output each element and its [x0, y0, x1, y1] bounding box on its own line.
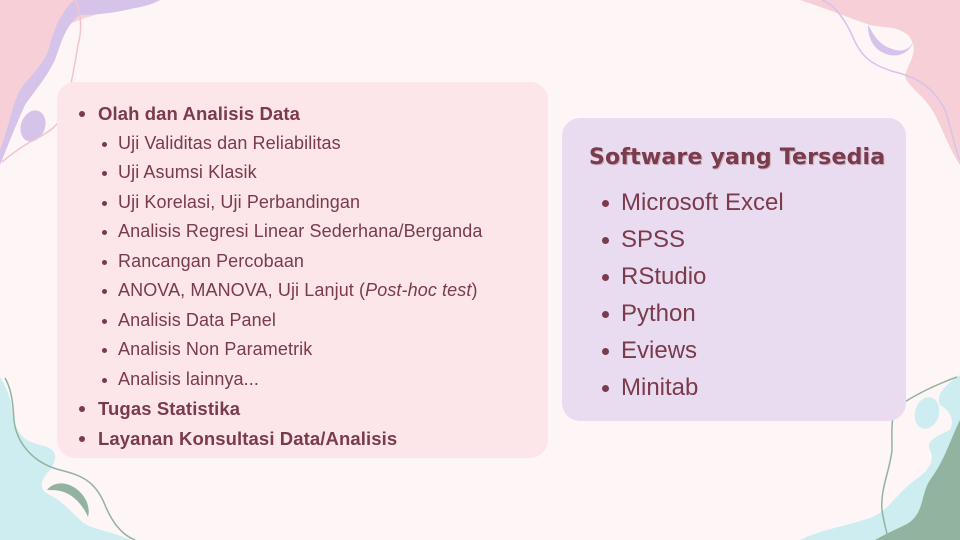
sub-item: Analisis lainnya... — [102, 365, 482, 395]
software-item: Microsoft Excel — [602, 184, 784, 221]
sub-item: Uji Asumsi Klasik — [102, 158, 482, 188]
software-item: RStudio — [602, 258, 784, 295]
sub-item: Uji Validitas dan Reliabilitas — [102, 129, 482, 159]
service-label: Olah dan Analisis Data — [98, 103, 300, 124]
analysis-sublist: Uji Validitas dan Reliabilitas Uji Asums… — [102, 129, 482, 395]
sub-item-text: ANOVA, MANOVA, Uji Lanjut ( — [118, 280, 366, 300]
software-title: Software yang Tersedia — [589, 145, 886, 170]
software-item: SPSS — [602, 221, 784, 258]
sub-item: Uji Korelasi, Uji Perbandingan — [102, 188, 482, 218]
service-item-layanan-konsultasi: Layanan Konsultasi Data/Analisis — [79, 424, 482, 454]
software-panel: Software yang Tersedia Microsoft Excel S… — [562, 118, 906, 421]
sub-item: Analisis Regresi Linear Sederhana/Bergan… — [102, 217, 482, 247]
software-item: Minitab — [602, 369, 784, 406]
services-panel: Olah dan Analisis Data Uji Validitas dan… — [57, 82, 548, 458]
services-list: Olah dan Analisis Data Uji Validitas dan… — [79, 99, 482, 453]
sub-item: Rancangan Percobaan — [102, 247, 482, 277]
software-item: Python — [602, 295, 784, 332]
software-item: Eviews — [602, 332, 784, 369]
software-list: Microsoft Excel SPSS RStudio Python Evie… — [602, 184, 784, 406]
sub-item-text: ) — [471, 280, 478, 300]
sub-item-italic-text: Post-hoc test — [365, 280, 472, 300]
service-item-olah-analisis-data: Olah dan Analisis Data Uji Validitas dan… — [79, 99, 482, 394]
service-item-tugas-statistika: Tugas Statistika — [79, 394, 482, 424]
sub-item: Analisis Non Parametrik — [102, 335, 482, 365]
sub-item: ANOVA, MANOVA, Uji Lanjut (Post-hoc test… — [102, 276, 482, 306]
sub-item: Analisis Data Panel — [102, 306, 482, 336]
